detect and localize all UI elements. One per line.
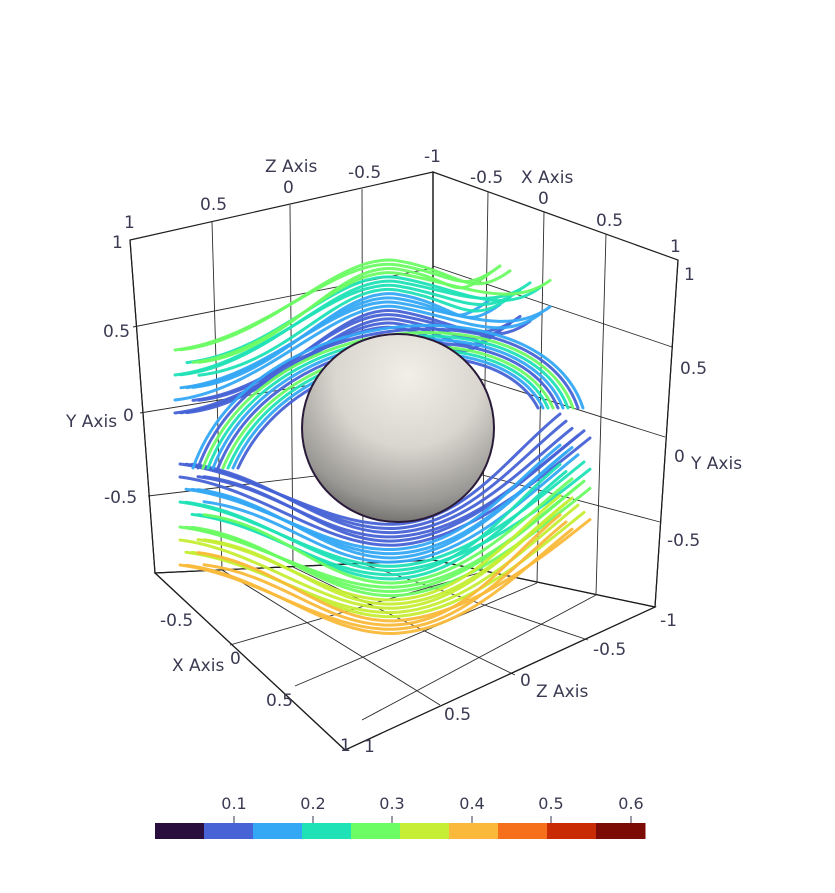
streamline <box>173 304 542 402</box>
z-tick-top: -1 <box>424 147 441 167</box>
colorbar-segment <box>302 823 352 839</box>
x-axis-title-top: X Axis <box>521 168 573 188</box>
x-axis-title-bottom: X Axis <box>172 656 224 676</box>
colorbar-label: 0.4 <box>459 794 484 813</box>
streamline <box>173 283 522 377</box>
colorbar-segment <box>204 823 254 839</box>
streamline <box>202 477 574 585</box>
streamline <box>202 429 586 543</box>
z-axis-top-ticks: 0.5 0 -0.5 -1 Z Axis <box>200 147 441 215</box>
x-tick-bottom: 0 <box>230 649 241 669</box>
streamline <box>178 496 574 610</box>
streamline <box>185 275 542 365</box>
colorbar-label: 0.6 <box>618 794 643 813</box>
z-axis-bottom-ticks: -0.5 0 0.5 1 Z Axis <box>364 640 626 757</box>
colorbar-segment <box>596 823 646 839</box>
colorbar-segment <box>253 823 303 839</box>
x-tick-top: -0.5 <box>470 168 503 188</box>
streamline <box>179 321 502 415</box>
streamline <box>202 513 562 627</box>
streamline <box>184 527 574 635</box>
colorbar: 0.1 0.2 0.3 0.4 0.5 0.6 <box>155 794 646 839</box>
colorbar-segment <box>351 823 401 839</box>
x-tick-top: 0.5 <box>596 211 623 231</box>
x-tick-top: 1 <box>670 237 681 257</box>
colorbar-segment <box>547 823 597 839</box>
z-tick-top: 0 <box>283 178 294 198</box>
y-tick-right: 0 <box>674 447 685 467</box>
streamline <box>190 426 574 535</box>
colorbar-label: 0.2 <box>300 794 325 813</box>
y-axis-title-right: Y Axis <box>690 454 742 474</box>
x-axis-top-ticks: -0.5 0 0.5 1 X Axis <box>470 168 681 257</box>
streamline <box>197 266 492 364</box>
y-tick-right: -1 <box>660 611 677 631</box>
streamline <box>196 327 580 470</box>
z-tick-top: 0.5 <box>200 195 227 215</box>
x-tick-bottom: 0.5 <box>266 691 293 711</box>
sphere <box>301 333 495 523</box>
y-axis-left-ticks: 1 1 0.5 0 -0.5 Y Axis <box>65 213 137 508</box>
streamline <box>191 292 502 389</box>
colorbar-segment <box>400 823 450 839</box>
z-axis-title-top: Z Axis <box>265 157 317 177</box>
y-axis-title-left: Y Axis <box>65 412 117 432</box>
x-tick-bottom: -0.5 <box>160 611 193 631</box>
streamline <box>196 446 574 560</box>
x-tick-top: 0 <box>538 189 549 209</box>
streamline <box>191 323 585 470</box>
z-tick-bottom: 0.5 <box>444 705 471 725</box>
z-tick-top: -0.5 <box>348 163 381 183</box>
y-tick-right: 1 <box>684 265 695 285</box>
z-tick-bottom: 1 <box>364 737 375 757</box>
colorbar-label: 0.5 <box>538 794 563 813</box>
streamline <box>197 287 512 377</box>
streamline <box>190 486 592 598</box>
colorbar-segment <box>498 823 548 839</box>
colorbar-label: 0.1 <box>221 794 246 813</box>
colorbar-label: 0.3 <box>379 794 404 813</box>
streamline <box>178 436 592 547</box>
x-tick-bottom: 1 <box>340 736 351 756</box>
colorbar-segment <box>155 823 205 839</box>
streamline <box>191 271 552 364</box>
left-corner-tick: 1 <box>124 213 135 233</box>
y-tick-left: 0.5 <box>103 322 130 342</box>
z-axis-title-bottom: Z Axis <box>536 682 588 702</box>
y-axis-right-ticks: 1 0.5 0 -0.5 -1 Y Axis <box>660 265 742 631</box>
x-axis-bottom-ticks: -0.5 0 0.5 1 X Axis <box>160 611 351 756</box>
y-tick-right: -0.5 <box>667 531 700 551</box>
y-tick-left: 1 <box>112 233 123 253</box>
y-tick-left: -0.5 <box>104 488 137 508</box>
streamline <box>202 453 580 564</box>
y-tick-left: 0 <box>123 406 134 426</box>
z-tick-bottom: -0.5 <box>593 640 626 660</box>
z-tick-bottom: 0 <box>520 671 531 691</box>
colorbar-segment <box>449 823 499 839</box>
y-tick-right: 0.5 <box>680 359 707 379</box>
streamline <box>179 258 512 352</box>
